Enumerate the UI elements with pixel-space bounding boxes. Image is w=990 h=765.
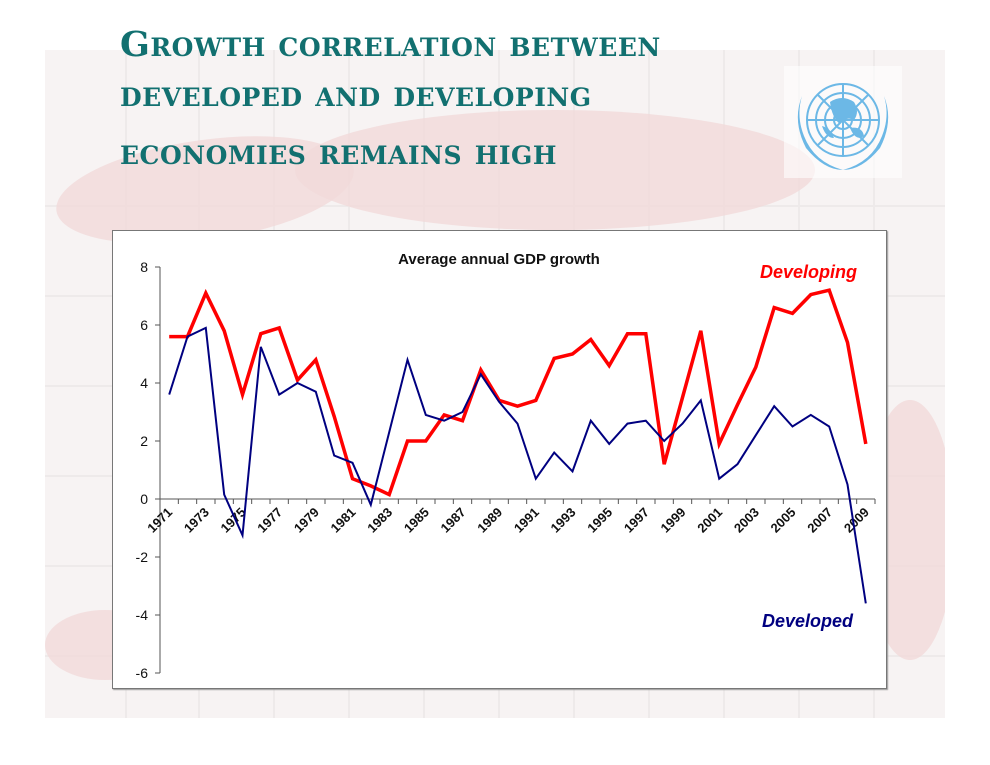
series-line-developing <box>169 288 868 498</box>
y-tick-label: -4 <box>136 607 149 623</box>
x-tick-label: 1973 <box>181 505 212 536</box>
title-line-2: developed and developing <box>120 74 592 115</box>
y-tick-label: 4 <box>140 375 148 391</box>
x-tick-label: 1999 <box>658 505 689 536</box>
y-tick-label: 8 <box>140 259 148 275</box>
line-chart: Average annual GDP growth -6 -4 -2 0 2 4 6 8 197… <box>136 251 876 681</box>
x-tick-label: 1987 <box>438 505 469 536</box>
slide-title: Growth correlation between developed and… <box>120 20 740 178</box>
x-tick-label: 1991 <box>511 505 542 536</box>
x-tick-label: 2001 <box>694 505 725 536</box>
title-line-1: Growth correlation between <box>120 24 661 65</box>
series-label-developing: Developing <box>760 262 857 282</box>
x-tick-label: 2007 <box>804 505 835 536</box>
series-group <box>168 288 868 604</box>
title-line-3: economies remains high <box>120 132 557 173</box>
y-tick-label: 6 <box>140 317 148 333</box>
x-tick-label: 1981 <box>328 505 359 536</box>
x-tick-label: 1997 <box>621 505 652 536</box>
y-tick-label: -2 <box>136 549 149 565</box>
x-tick-label: 2009 <box>841 505 872 536</box>
series-line-developed <box>168 326 867 604</box>
x-tick-label: 1989 <box>474 505 505 536</box>
y-tick-label: -6 <box>136 665 149 681</box>
chart-title: Average annual GDP growth <box>398 251 600 268</box>
chart-container: Average annual GDP growth -6 -4 -2 0 2 4 6 8 197… <box>112 230 887 689</box>
un-emblem-icon <box>784 66 902 178</box>
x-tick-label: 1983 <box>364 505 395 536</box>
x-tick-label: 2003 <box>731 505 762 536</box>
x-tick-label: 1993 <box>548 505 579 536</box>
x-tick-label: 1979 <box>291 505 322 536</box>
series-label-developed: Developed <box>762 611 854 631</box>
x-tick-label: 1995 <box>584 505 615 536</box>
y-tick-label: 2 <box>140 433 148 449</box>
x-tick-label: 2005 <box>768 505 799 536</box>
y-tick-label: 0 <box>140 491 148 507</box>
x-tick-label: 1977 <box>254 505 285 536</box>
world-map-watermark <box>295 110 815 230</box>
x-tick-label: 1985 <box>401 505 432 536</box>
